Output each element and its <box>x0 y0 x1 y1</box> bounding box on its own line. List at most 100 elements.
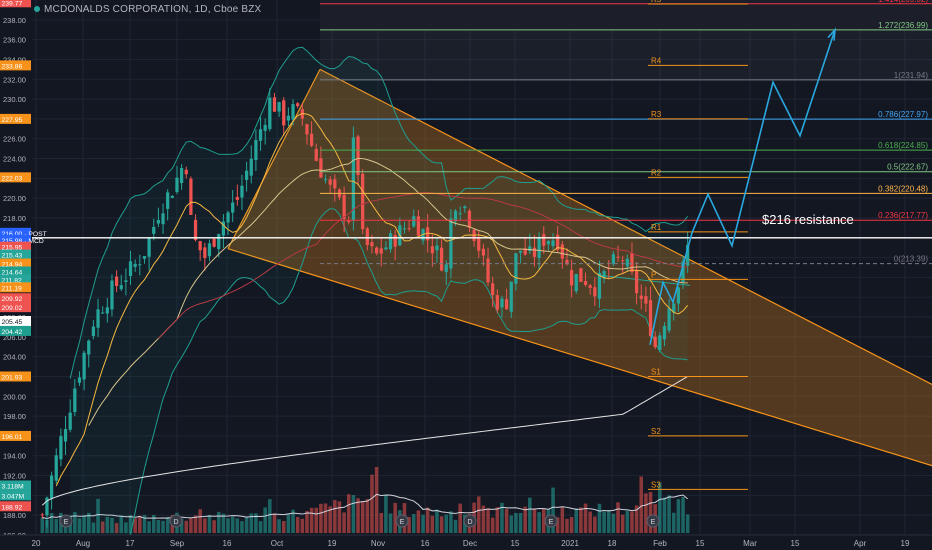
volume-bar <box>128 515 133 534</box>
price-label-tag <box>0 282 31 293</box>
y-tick-label: 238.00 <box>3 16 26 25</box>
candle <box>147 238 151 257</box>
pivot-levels: R5 R4 R3 R2 R1 P S1 S2 S3 <box>648 0 748 490</box>
event-marker-letter: D <box>467 519 472 526</box>
candle <box>68 412 72 430</box>
candle <box>175 177 179 193</box>
y-tick-label: 188.00 <box>3 511 26 520</box>
price-label-tag <box>0 325 31 336</box>
candle <box>156 220 161 224</box>
price-label-tag <box>0 316 31 326</box>
volume-bar <box>425 507 430 534</box>
volume-bar <box>147 521 151 534</box>
volume-bar <box>221 513 226 534</box>
candle <box>449 218 453 269</box>
volume-bar <box>528 497 532 534</box>
candle <box>551 240 555 247</box>
price-label-tag <box>0 293 31 304</box>
candle <box>184 169 188 175</box>
candle <box>486 258 490 283</box>
candle <box>630 253 634 273</box>
candle <box>179 168 184 184</box>
volume-bar <box>518 512 523 534</box>
candle <box>277 102 281 112</box>
projection-path <box>649 29 836 345</box>
volume-bar <box>639 476 644 534</box>
candle <box>611 254 616 264</box>
candle <box>77 377 82 383</box>
volume-bar <box>240 521 244 534</box>
y-tick-label: 230.00 <box>3 95 26 104</box>
candle <box>73 388 77 413</box>
candle <box>235 196 239 200</box>
candle <box>365 228 369 246</box>
bollinger-lower <box>69 208 688 549</box>
moving-averages <box>41 113 689 506</box>
price-label-text: 215.43 <box>2 253 23 260</box>
candle <box>593 287 597 297</box>
volume-bar <box>300 518 305 534</box>
candle <box>226 212 230 223</box>
volume-bar <box>263 507 267 534</box>
x-tick-label: 19 <box>328 539 337 548</box>
x-tick-label: 16 <box>223 539 232 548</box>
candle <box>305 124 309 135</box>
volume-bar <box>286 513 291 534</box>
x-tick-label: 2021 <box>561 539 579 548</box>
volume-bar <box>439 516 444 534</box>
x-tick-label: Feb <box>653 539 667 548</box>
wedge-lower-line <box>227 248 932 467</box>
volume-bar <box>309 507 314 534</box>
volume-bar <box>212 520 216 534</box>
x-axis: 20 Aug 17 Sep 16 Oct 19 Nov 16 Dec 15 2021 18 Feb 15 Ma… <box>0 534 932 550</box>
price-label-text: 233.86 <box>2 63 23 70</box>
pivot-label: P <box>651 270 656 279</box>
fib-level-label: 1.272(236.99) <box>878 21 928 30</box>
x-axis-background <box>0 535 932 550</box>
volume-bar <box>416 510 421 534</box>
candle <box>296 103 300 107</box>
candle <box>45 497 49 516</box>
volume-bar <box>198 509 202 534</box>
candle <box>625 258 629 267</box>
candle <box>504 299 509 310</box>
candle <box>40 514 44 516</box>
y-tick-label: 232.00 <box>3 75 26 84</box>
price-label-text: 215.98 · MCD <box>2 238 44 245</box>
y-tick-label: 220.00 <box>3 194 26 203</box>
volume-bar <box>333 500 337 534</box>
volume-bar <box>444 514 449 534</box>
price-label-text: 239.77 <box>2 0 23 7</box>
x-tick-label: 15 <box>696 539 705 548</box>
bollinger-upper <box>69 46 689 379</box>
candle <box>286 115 291 121</box>
price-label-tag <box>0 430 31 441</box>
volume-bar <box>226 518 230 534</box>
event-marker-letter: E <box>400 519 405 526</box>
volume-bar <box>100 521 105 534</box>
candle <box>231 202 235 213</box>
candle <box>351 137 356 221</box>
fib-levels: 0(213.39) 0.236(217.77) 0.382(220.48) 0.5(2… <box>320 0 932 265</box>
volume-bar <box>411 514 416 534</box>
candle <box>500 298 504 308</box>
candle <box>426 227 430 241</box>
volume-bar <box>481 505 486 534</box>
candle <box>166 192 170 209</box>
candle <box>49 475 54 499</box>
candle <box>142 256 147 259</box>
volume-bar <box>388 513 393 534</box>
candle <box>537 237 541 259</box>
candle <box>82 352 86 380</box>
y-tick-label: 204.00 <box>3 353 26 362</box>
volume-bar <box>430 515 435 534</box>
volume-bar <box>486 508 490 534</box>
volume-bar <box>360 501 365 534</box>
candles <box>40 88 690 528</box>
volume-bar <box>235 518 240 534</box>
x-tick-label: Aug <box>76 539 90 548</box>
resistance-label: $216 resistance <box>762 212 854 227</box>
candle <box>658 335 662 351</box>
volume-bar <box>588 511 592 534</box>
